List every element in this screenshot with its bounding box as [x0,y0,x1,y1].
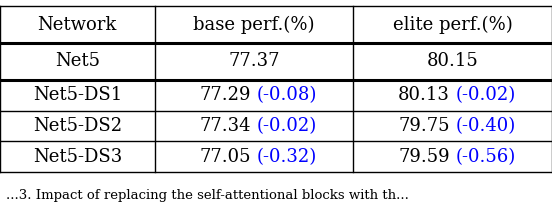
Text: Net5-DS2: Net5-DS2 [33,117,122,135]
Text: base perf.(%): base perf.(%) [193,16,315,34]
Text: 79.59: 79.59 [398,148,450,166]
Text: (-0.56): (-0.56) [455,148,516,166]
Text: 80.15: 80.15 [427,52,479,70]
Text: ...3. Impact of replacing the self-attentional blocks with th...: ...3. Impact of replacing the self-atten… [6,189,408,202]
Text: 77.34: 77.34 [200,117,251,135]
Text: 79.75: 79.75 [399,117,450,135]
Text: Network: Network [38,16,117,34]
Text: 80.13: 80.13 [398,86,450,104]
Text: 77.29: 77.29 [200,86,251,104]
Text: (-0.02): (-0.02) [455,86,516,104]
Text: elite perf.(%): elite perf.(%) [393,16,512,34]
Text: Net5-DS1: Net5-DS1 [33,86,122,104]
Text: (-0.40): (-0.40) [455,117,516,135]
Text: (-0.32): (-0.32) [257,148,317,166]
Text: Net5: Net5 [55,52,100,70]
Text: 77.05: 77.05 [200,148,251,166]
Text: (-0.08): (-0.08) [257,86,317,104]
Text: Net5-DS3: Net5-DS3 [33,148,122,166]
Text: (-0.02): (-0.02) [257,117,317,135]
Text: 77.37: 77.37 [228,52,280,70]
